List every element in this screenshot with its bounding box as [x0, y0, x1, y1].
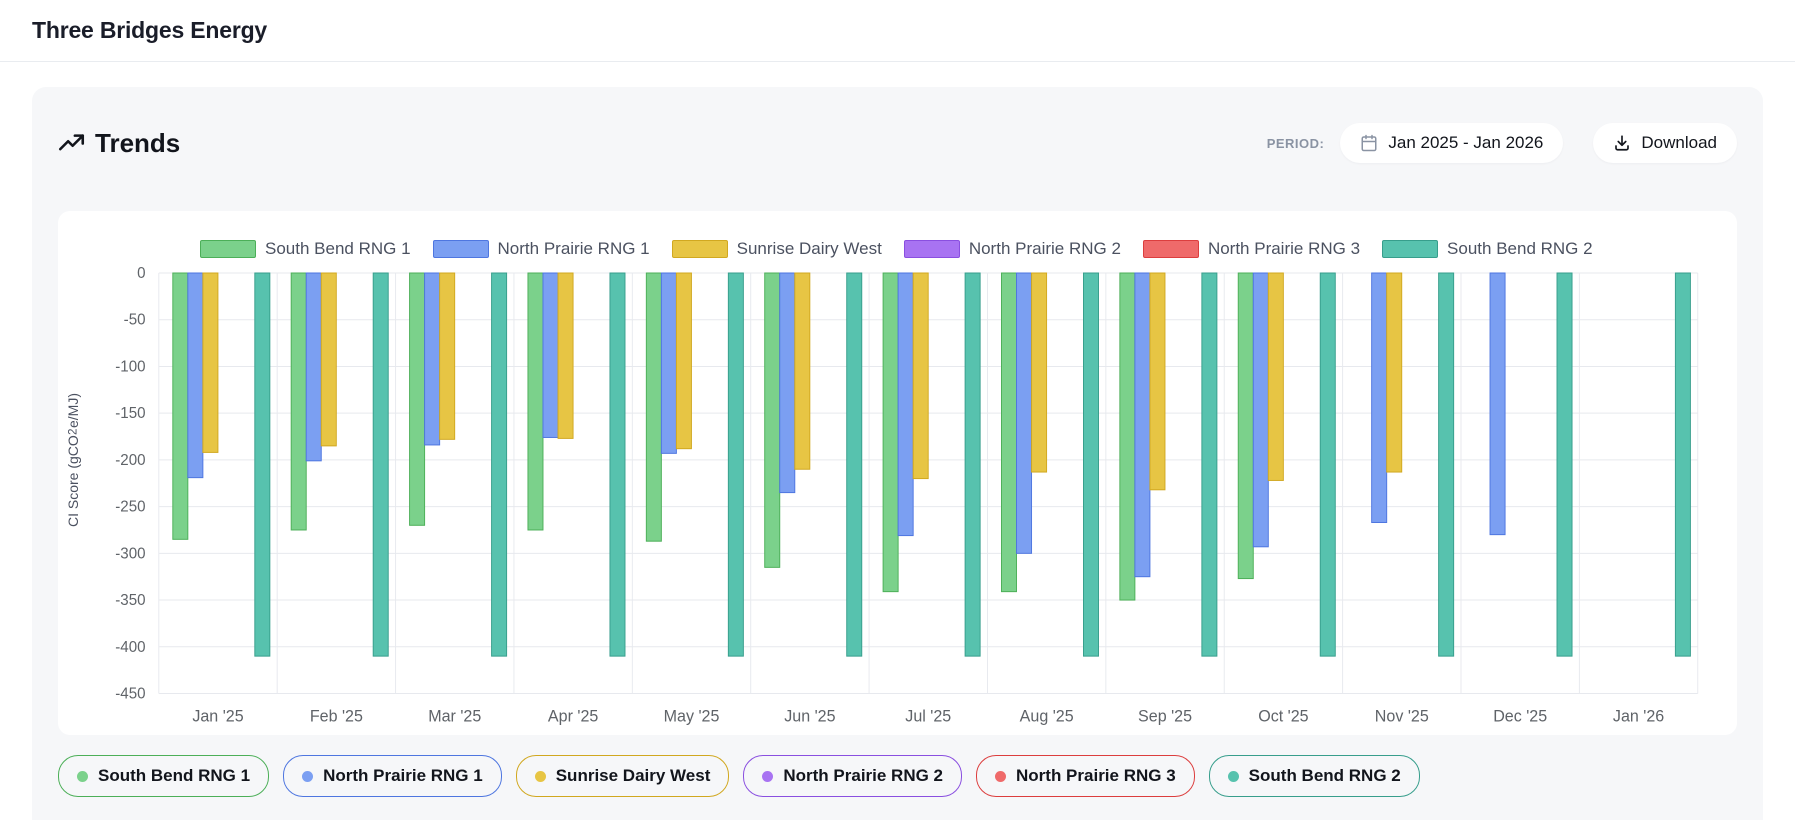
svg-text:-100: -100 — [115, 358, 146, 375]
svg-text:Jun '25: Jun '25 — [784, 706, 835, 726]
svg-text:Nov '25: Nov '25 — [1375, 706, 1429, 726]
svg-text:-200: -200 — [115, 452, 146, 469]
svg-text:Jan '25: Jan '25 — [192, 706, 243, 726]
svg-text:May '25: May '25 — [664, 706, 720, 726]
svg-text:-400: -400 — [115, 638, 146, 655]
svg-text:Oct '25: Oct '25 — [1258, 706, 1308, 726]
svg-text:Aug '25: Aug '25 — [1020, 706, 1074, 726]
svg-text:-450: -450 — [115, 685, 146, 702]
svg-text:-250: -250 — [115, 498, 146, 515]
svg-text:-300: -300 — [115, 545, 146, 562]
svg-text:0: 0 — [137, 265, 146, 282]
svg-text:Jul '25: Jul '25 — [905, 706, 951, 726]
svg-text:Sep '25: Sep '25 — [1138, 706, 1192, 726]
svg-text:Mar '25: Mar '25 — [428, 706, 481, 726]
svg-text:-150: -150 — [115, 405, 146, 422]
svg-text:-50: -50 — [124, 311, 146, 328]
svg-text:Dec '25: Dec '25 — [1493, 706, 1547, 726]
svg-text:-350: -350 — [115, 592, 146, 609]
svg-text:Apr '25: Apr '25 — [548, 706, 598, 726]
svg-text:Jan '26: Jan '26 — [1613, 706, 1664, 726]
svg-text:Feb '25: Feb '25 — [310, 706, 363, 726]
